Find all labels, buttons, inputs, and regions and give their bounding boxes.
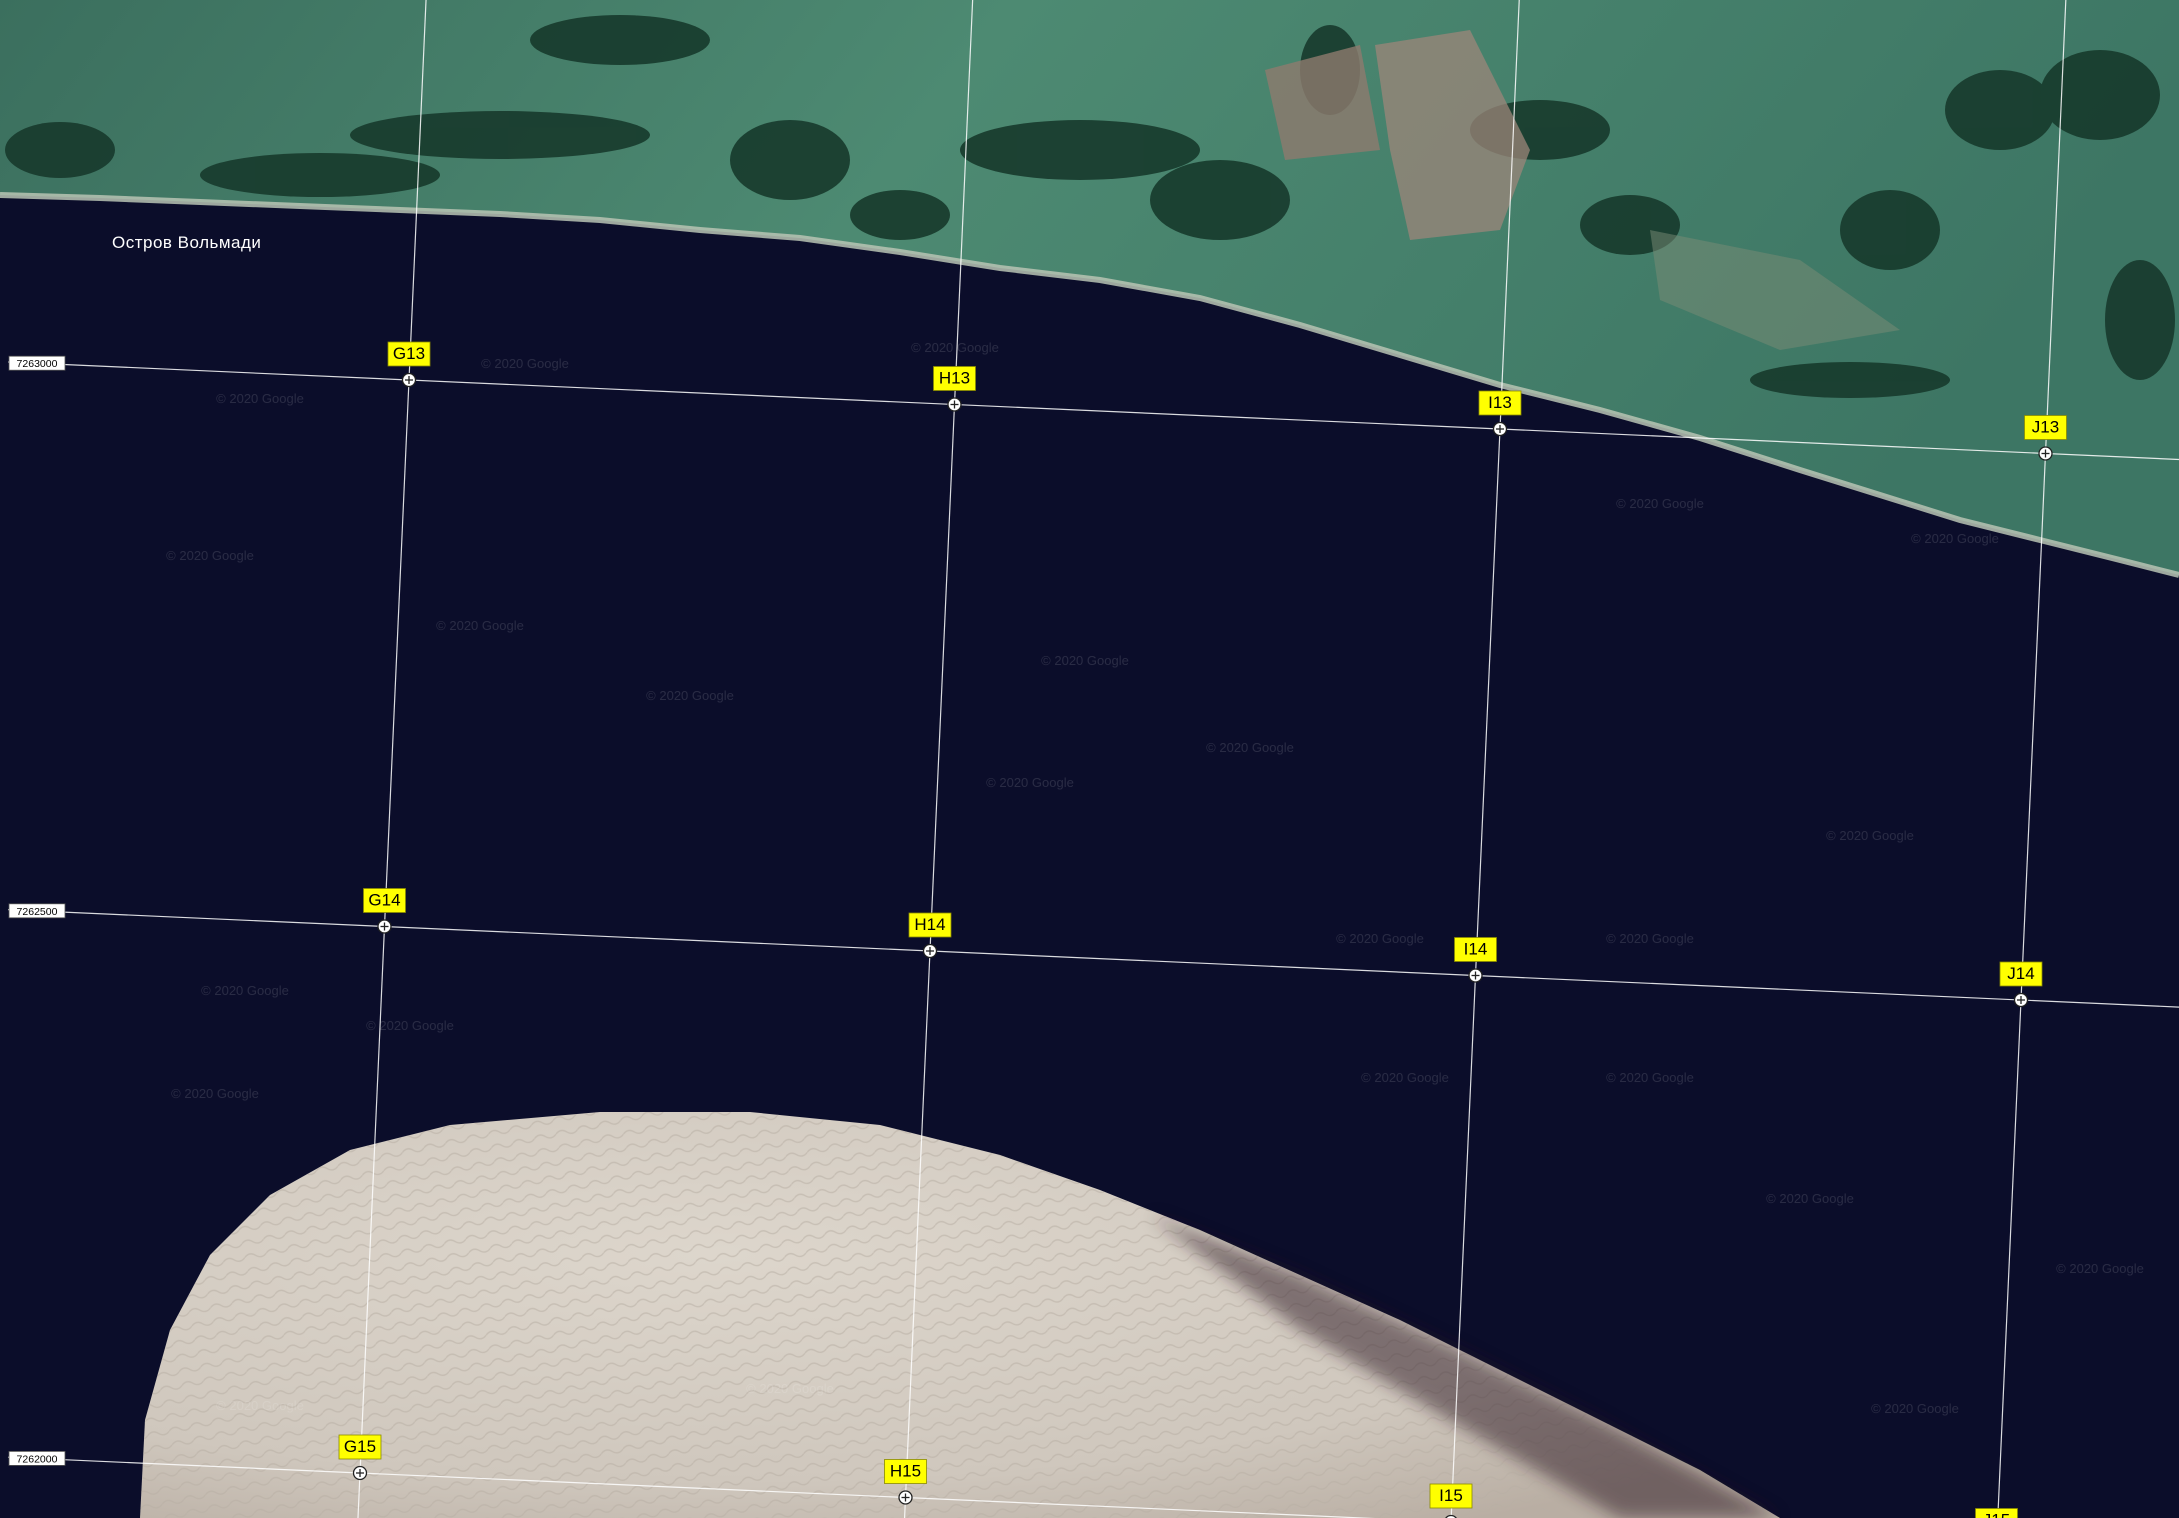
crosshair-circle-icon[interactable] [2013,992,2029,1008]
watermark-text: © 2020 Google [911,340,999,355]
grid-cell-label: H14 [908,912,952,938]
crosshair-circle-icon[interactable] [898,1490,913,1505]
field-patch [1375,30,1530,240]
grid-cell-label: G14 [363,888,406,913]
watermark-text: © 2020 Google [166,548,254,563]
crosshair-circle-icon[interactable] [377,919,392,934]
grid-cell-label: H15 [884,1459,927,1484]
grid-column-line [1997,0,2067,1518]
grid-cell-label: I15 [1429,1483,1473,1509]
grid-cell-label: J15 [1975,1508,2018,1518]
grid-column-line [1450,0,1520,1518]
shoreline [0,192,2179,578]
watermark-text: © 2020 Google [646,688,734,703]
grid-column-line [357,0,427,1518]
grid-cell-label: I14 [1454,937,1497,962]
watermark-text: © 2020 Google [2056,1261,2144,1276]
svg-text:J14: J14 [2007,964,2034,983]
grid-row-line [7,361,2179,461]
watermark-text: © 2020 Google [216,391,304,406]
watermark-text: © 2020 Google [366,1018,454,1033]
watermark-text: © 2020 Google [986,775,1074,790]
svg-text:G14: G14 [368,891,400,910]
crosshair-circle-icon[interactable] [1468,968,1483,983]
watermark-text: © 2020 Google [1766,1191,1854,1206]
crosshair-circle-icon[interactable] [947,397,962,412]
field-patch [1650,230,1900,350]
svg-text:J15: J15 [1983,1511,2010,1518]
watermark-text: © 2020 Google [1871,1401,1959,1416]
watermark-text: © 2020 Google [1616,496,1704,511]
watermark-text: © 2020 Google [1041,653,1129,668]
crosshair-circle-icon[interactable] [352,1465,368,1481]
grid-row-line [7,1456,1376,1518]
watermark-text: © 2020 Google [481,356,569,371]
svg-text:I15: I15 [1439,1486,1463,1505]
watermark-layer: © 2020 Google © 2020 Google © 2020 Google ©… [166,340,2144,1416]
svg-text:H15: H15 [890,1462,921,1481]
field-patch [1265,45,1380,160]
northing-labels: 7263000 7262500 7262000 [8,355,66,1466]
watermark-text: © 2020 Google [1336,931,1424,946]
northing-label: 7263000 [8,355,66,371]
grid-cell-label: J13 [2024,415,2067,440]
svg-text:H13: H13 [939,369,970,388]
watermark-text: © 2020 Google [171,1086,259,1101]
grid-cell-label: H13 [933,366,976,391]
svg-text:7262000: 7262000 [17,1453,58,1465]
svg-text:I13: I13 [1488,393,1512,412]
grid-cell-label: J14 [1999,961,2043,987]
grid-column-line [903,0,974,1518]
watermark-text: © 2020 Google [1606,1070,1694,1085]
svg-text:7263000: 7263000 [17,358,58,370]
grid-row-line [7,908,2179,1008]
place-label: Остров Вольмади [112,233,261,252]
grid-cell-label: I13 [1478,390,1522,416]
watermark-text: © 2020 Google [1826,828,1914,843]
svg-text:J13: J13 [2032,418,2059,437]
watermark-text: © 2020 Google [1606,931,1694,946]
watermark-text: © 2020 Google [1206,740,1294,755]
grid-cell-label: G13 [387,341,431,367]
svg-text:G15: G15 [344,1437,376,1456]
watermark-text: © 2020 Google [436,618,524,633]
grid-cell-labels: G13 H13 I13 J13 G14 H14 I14 J14 G15 H15 I15 J15 [338,341,2067,1518]
svg-text:H14: H14 [914,915,945,934]
watermark-text: © 2020 Google [1361,1070,1449,1085]
watermark-text: © 2020 Google [216,1398,304,1413]
northing-label: 7262500 [8,903,66,919]
sandbank [140,1112,1780,1518]
grid-cell-label: G15 [338,1434,382,1460]
crosshair-circle-icon[interactable] [922,943,938,959]
svg-text:G13: G13 [393,344,425,363]
grid-lines [7,0,2179,1518]
grid-nodes [352,372,2053,1518]
crosshair-circle-icon[interactable] [401,372,417,388]
watermark-text: © 2020 Google [1911,531,1999,546]
crosshair-circle-icon[interactable] [1492,421,1508,437]
svg-text:7262500: 7262500 [17,906,58,918]
watermark-text: © 2020 Google [201,983,289,998]
crosshair-circle-icon[interactable] [2038,446,2053,461]
watermark-text: © 2020 Google [746,1381,834,1396]
crosshair-circle-icon[interactable] [1445,1514,1458,1518]
northing-label: 7262000 [8,1451,66,1466]
svg-text:I14: I14 [1464,940,1488,959]
